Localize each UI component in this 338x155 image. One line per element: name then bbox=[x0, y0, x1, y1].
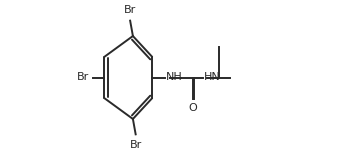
Text: Br: Br bbox=[129, 140, 142, 151]
Text: HN: HN bbox=[204, 73, 221, 82]
Text: Br: Br bbox=[77, 73, 89, 82]
Text: NH: NH bbox=[166, 73, 183, 82]
Text: Br: Br bbox=[124, 4, 136, 15]
Text: O: O bbox=[188, 103, 197, 113]
